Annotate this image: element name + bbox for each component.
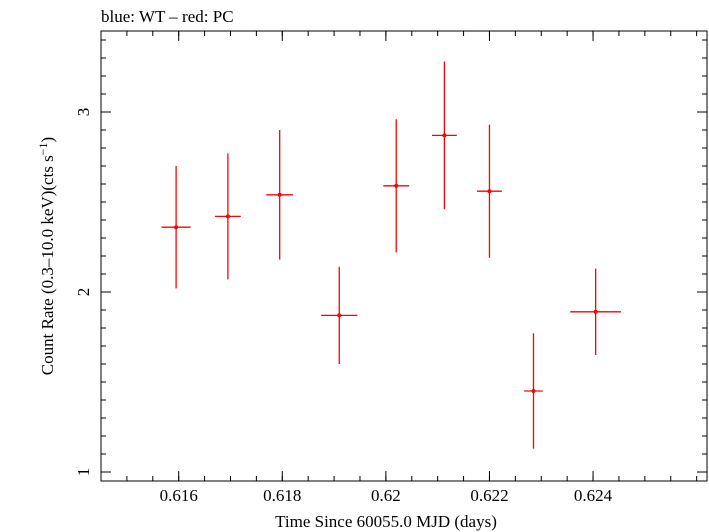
x-tick-label: 0.618 [263,486,301,505]
x-axis-label: Time Since 60055.0 MJD (days) [275,512,497,531]
y-tick-label: 3 [74,108,93,117]
data-point [593,309,598,314]
axis-ticks: 0.616 0.618 0.62 0.622 0.624 1 2 3 [74,31,707,505]
x-tick-label: 0.624 [574,486,613,505]
data-series [161,61,622,449]
chart-title: blue: WT – red: PC [101,7,234,26]
data-point [225,214,230,219]
data-point [394,183,399,188]
y-tick-label: 1 [74,468,93,477]
data-point [487,189,492,194]
data-point [277,192,282,197]
plot-frame [100,30,708,482]
x-tick-label: 0.616 [160,486,198,505]
y-tick-label: 2 [74,288,93,297]
data-point [531,389,536,393]
y-axis-label-superscript: −1 [36,142,50,155]
y-axis-label-main: Count Rate (0.3–10.0 keV)(cts s [38,155,57,375]
data-point [442,133,447,138]
y-axis-label-suffix: ) [38,137,57,143]
data-point [174,225,179,230]
series-pc [161,61,622,449]
x-tick-label: 0.62 [371,486,401,505]
data-point [337,313,342,318]
y-axis-label: Count Rate (0.3–10.0 keV)(cts s−1) [36,137,57,375]
x-tick-label: 0.622 [470,486,508,505]
